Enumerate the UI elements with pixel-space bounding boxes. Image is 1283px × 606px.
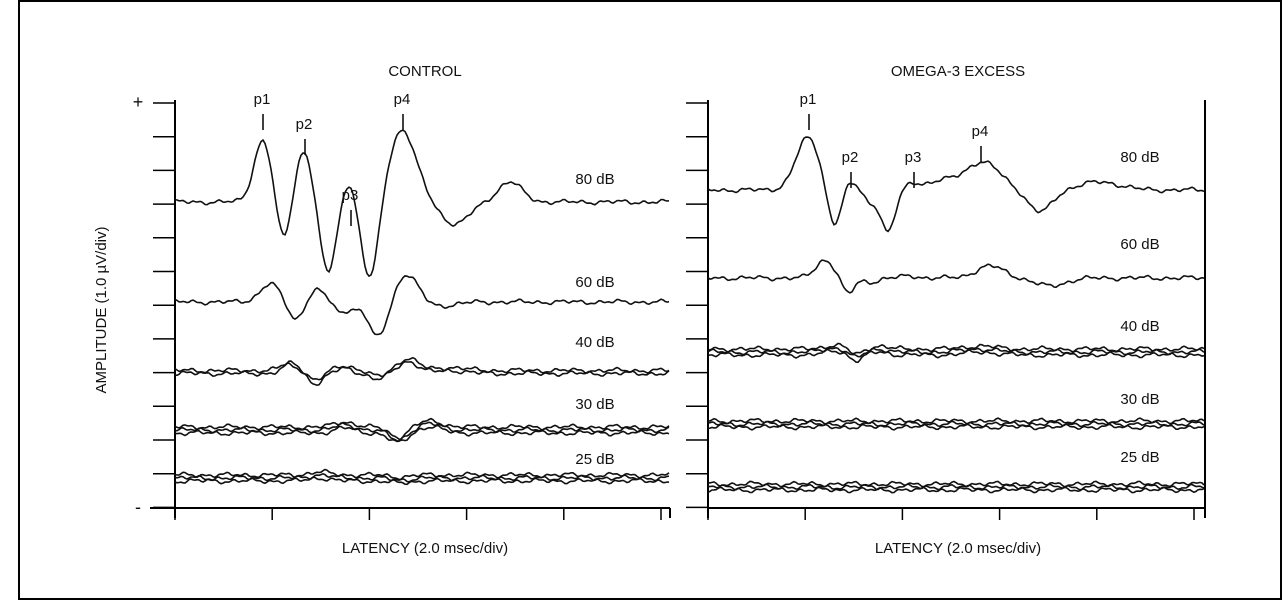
y-axis-label: AMPLITUDE (1.0 µV/div) — [93, 226, 110, 393]
x-axis-label: LATENCY (2.0 msec/div) — [342, 540, 508, 557]
peak-label: p2 — [296, 116, 313, 133]
waveform — [707, 480, 1205, 488]
waveform — [174, 476, 670, 486]
waveform — [707, 346, 1205, 358]
waveform — [707, 486, 1205, 494]
y-minus: - — [135, 497, 141, 517]
waveform — [707, 342, 1205, 355]
waveform — [174, 468, 670, 481]
level-label: 40 dB — [575, 334, 614, 351]
panel-title: CONTROL — [388, 63, 461, 80]
peak-label: p1 — [800, 91, 817, 108]
peak-label: p4 — [394, 91, 411, 108]
x-axis-label: LATENCY (2.0 msec/div) — [875, 540, 1041, 557]
level-label: 60 dB — [1120, 236, 1159, 253]
level-label: 80 dB — [575, 171, 614, 188]
waveform — [174, 275, 670, 336]
plots: CONTROL LATENCY (2.0 msec/div) p1 p2 p3 p4 80 … — [150, 63, 1206, 557]
waveform — [707, 136, 1205, 233]
level-label: 80 dB — [1120, 149, 1159, 166]
waveform — [174, 129, 670, 278]
level-label: 25 dB — [1120, 449, 1159, 466]
peak-label: p3 — [905, 149, 922, 166]
waveform — [707, 420, 1205, 428]
peak-label: p2 — [842, 149, 859, 166]
waveform — [174, 360, 670, 387]
level-label: 25 dB — [575, 451, 614, 468]
waveform — [174, 472, 670, 483]
peak-label: p4 — [972, 123, 989, 140]
y-plus: + — [133, 92, 144, 112]
frame — [18, 0, 1282, 600]
level-label: 30 dB — [575, 396, 614, 413]
waveform — [707, 423, 1205, 431]
panel-title: OMEGA-3 EXCESS — [891, 63, 1025, 80]
waveform — [174, 424, 670, 443]
level-label: 30 dB — [1120, 391, 1159, 408]
level-label: 60 dB — [575, 274, 614, 291]
waveform — [707, 417, 1205, 425]
peak-label: p1 — [254, 91, 271, 108]
waveform — [707, 259, 1205, 294]
waveform — [707, 348, 1205, 364]
level-label: 40 dB — [1120, 318, 1159, 335]
